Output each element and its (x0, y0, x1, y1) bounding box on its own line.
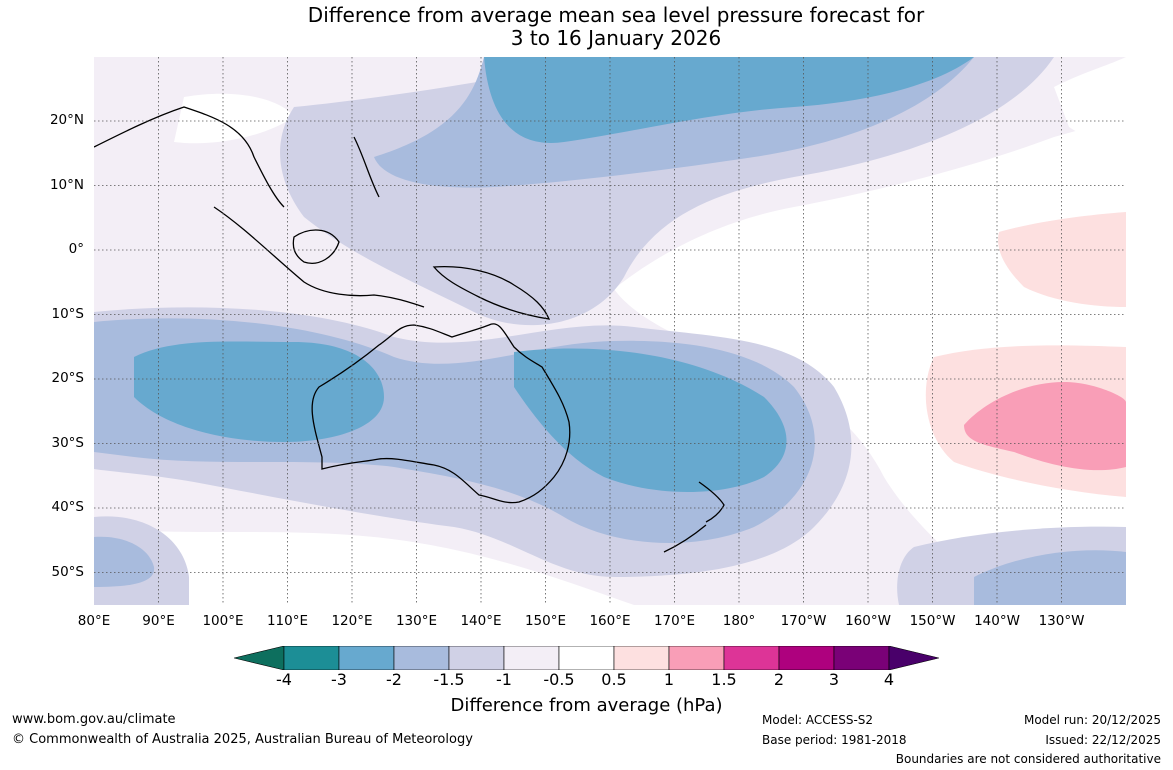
positive-anomaly-low-equatorial (998, 212, 1126, 307)
new-zealand-north-coastline (698, 481, 725, 523)
website-url[interactable]: www.bom.gov.au/climate (12, 712, 176, 727)
copyright-notice: © Commonwealth of Australia 2025, Austra… (12, 732, 473, 747)
anomaly-band-1-5-southeast (974, 550, 1126, 605)
colorbar-tick-label: -0.5 (543, 670, 575, 689)
colorbar-tick-label: -2 (386, 670, 402, 689)
colorbar-tick-label: 1.5 (711, 670, 737, 689)
lon-label: 120°E (331, 613, 373, 629)
colorbar-tick-label: 0.5 (601, 670, 627, 689)
maritime-continent-coastline (213, 206, 425, 308)
lon-label: 180° (722, 613, 756, 629)
lat-label: 50°S (51, 563, 85, 580)
boundary-disclaimer: Boundaries are not considered authoritat… (895, 752, 1161, 766)
lat-label: 10°S (51, 305, 85, 322)
issued-date: Issued: 22/12/2025 (1045, 733, 1161, 747)
lon-label: 160°W (845, 613, 891, 629)
anomaly-core-tasman (514, 348, 787, 492)
colorbar-tick-label: 2 (773, 670, 785, 689)
asia-coastline (94, 106, 285, 208)
lon-label: 140°W (974, 613, 1020, 629)
australia-coastline (311, 323, 571, 504)
lon-label: 150°W (909, 613, 956, 629)
lon-label: 130°W (1038, 613, 1085, 629)
colorbar-tick-label: -1 (496, 670, 512, 689)
new-guinea-coastline (432, 266, 551, 320)
lon-label: 80°E (77, 613, 111, 629)
colorbar-extend-low (233, 645, 285, 671)
lon-label: 170°E (653, 613, 696, 629)
lon-label: 90°E (142, 613, 175, 629)
colorbar-tick-label: 3 (828, 670, 840, 689)
model-run-date: Model run: 20/12/2025 (1023, 713, 1161, 727)
gridlines (94, 57, 1126, 605)
colorbar-segment (668, 645, 725, 671)
colorbar-segment (558, 645, 615, 671)
colorbar (233, 645, 940, 671)
new-zealand-south-coastline (663, 524, 707, 553)
lon-label: 110°E (266, 613, 309, 629)
colorbar-segment (393, 645, 450, 671)
colorbar-segment (448, 645, 505, 671)
lat-label: 0° (68, 241, 84, 258)
colorbar-tick-label: 1 (663, 670, 675, 689)
lat-label: 20°N (49, 112, 84, 129)
map-title: Difference from average mean sea level p… (0, 4, 1173, 50)
anomaly-band-1-5-southwest (94, 536, 155, 587)
lat-label: 10°N (49, 176, 84, 193)
colorbar-segment (778, 645, 835, 671)
colorbar-tick-label: -1.5 (433, 670, 465, 689)
colorbar-segment (283, 645, 340, 671)
lat-label: 20°S (51, 370, 85, 387)
borneo-coastline (292, 229, 340, 264)
colorbar-title: Difference from average (hPa) (450, 695, 723, 716)
lon-label: 170°W (780, 613, 827, 629)
philippines-coastline (353, 136, 380, 198)
colorbar-segment (503, 645, 560, 671)
colorbar-segment (338, 645, 395, 671)
neutral-zone-northwest (174, 93, 294, 144)
title-line-1: Difference from average mean sea level p… (307, 3, 925, 27)
colorbar-tick-label: 4 (883, 670, 895, 689)
lon-label: 100°E (202, 613, 244, 629)
colorbar-segment (833, 645, 890, 671)
lon-label: 160°E (589, 613, 631, 629)
neutral-zone-northeast (1054, 57, 1126, 144)
coastlines (94, 106, 725, 553)
base-period: Base period: 1981-2018 (762, 733, 907, 747)
anomaly-core-west (134, 341, 384, 442)
anomaly-core-north (484, 57, 974, 143)
lon-label: 140°E (460, 613, 502, 629)
positive-anomaly-medium (964, 382, 1126, 471)
lon-label: 150°E (524, 613, 567, 629)
lon-label: 130°E (395, 613, 438, 629)
colorbar-extend-high (888, 645, 940, 671)
lat-label: 30°S (51, 434, 85, 451)
title-line-2: 3 to 16 January 2026 (510, 26, 722, 50)
colorbar-tick-label: -4 (276, 670, 292, 689)
pressure-anomaly-map (94, 57, 1126, 605)
lat-label: 40°S (51, 499, 85, 516)
colorbar-segment (723, 645, 780, 671)
neutral-zone-south (94, 527, 634, 605)
model-name: Model: ACCESS-S2 (762, 713, 874, 727)
colorbar-tick-label: -3 (331, 670, 347, 689)
neutral-zone-east (614, 117, 1126, 605)
colorbar-segment (613, 645, 670, 671)
